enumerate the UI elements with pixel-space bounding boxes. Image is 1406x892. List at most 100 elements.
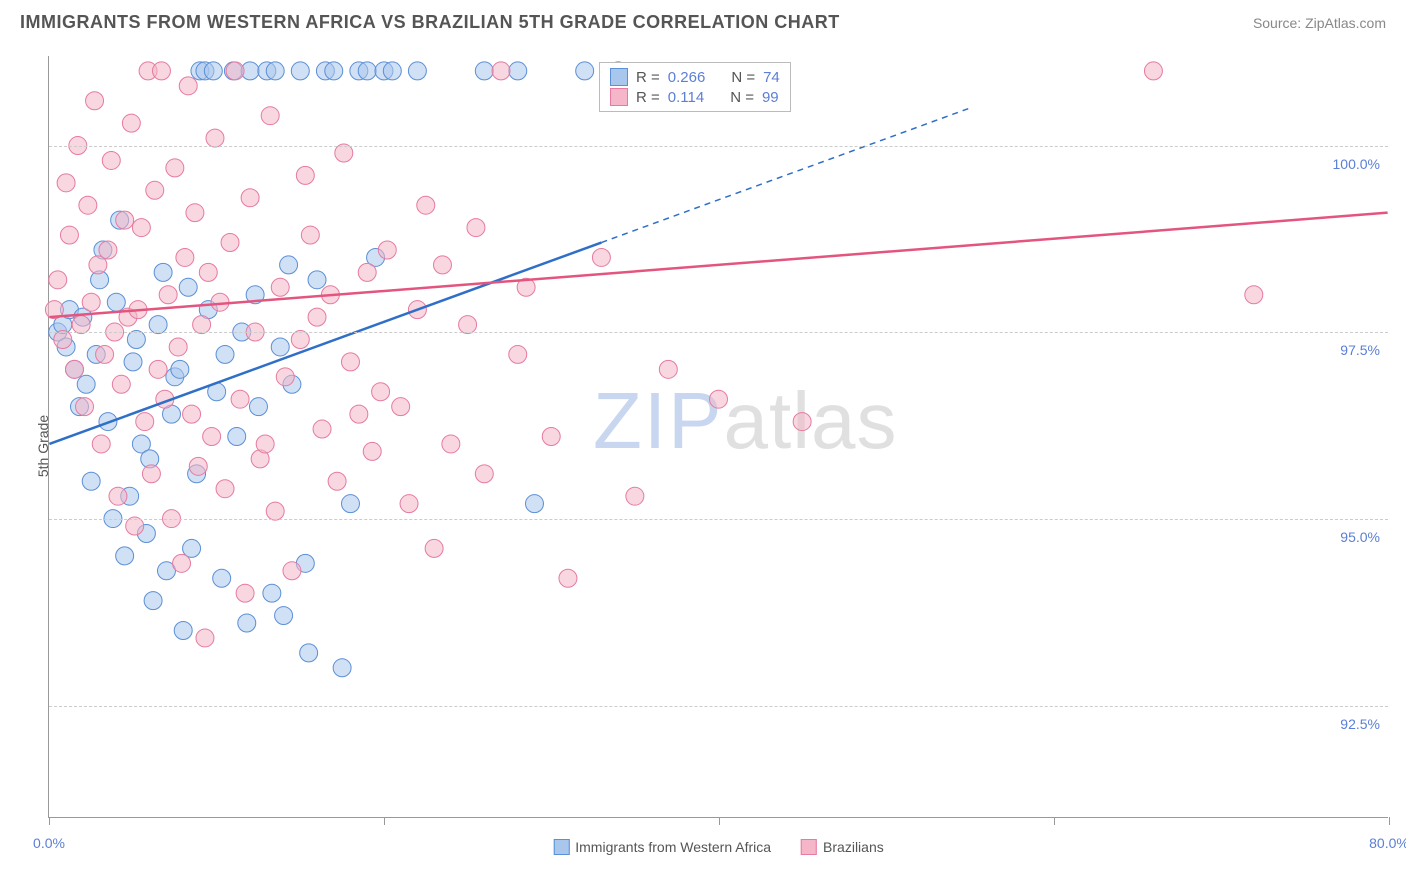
x-tick (1054, 817, 1055, 825)
scatter-point (266, 502, 284, 520)
scatter-point (136, 413, 154, 431)
y-tick-label: 97.5% (1340, 342, 1380, 358)
scatter-point (203, 428, 221, 446)
scatter-point (60, 226, 78, 244)
scatter-point (186, 204, 204, 222)
scatter-point (236, 584, 254, 602)
scatter-point (542, 428, 560, 446)
scatter-point (526, 495, 544, 513)
legend-label: Brazilians (823, 839, 884, 855)
scatter-point (206, 129, 224, 147)
legend-label: Immigrants from Western Africa (575, 839, 771, 855)
stat-r-value: 0.114 (668, 89, 704, 106)
scatter-point (72, 316, 90, 334)
scatter-point (626, 487, 644, 505)
scatter-point (271, 278, 289, 296)
scatter-point (241, 189, 259, 207)
stat-r-label: R = (636, 89, 660, 106)
scatter-point (296, 166, 314, 184)
scatter-point (261, 107, 279, 125)
scatter-point (213, 569, 231, 587)
scatter-point (710, 390, 728, 408)
scatter-point (96, 345, 114, 363)
stat-r-value: 0.266 (668, 69, 706, 86)
scatter-point (76, 398, 94, 416)
regression-line-wa-dash (601, 108, 969, 242)
scatter-point (171, 360, 189, 378)
scatter-point (122, 114, 140, 132)
grid-line (49, 332, 1388, 333)
scatter-point (793, 413, 811, 431)
scatter-point (358, 62, 376, 80)
scatter-point (256, 435, 274, 453)
stat-box: R =0.266N =74R =0.114N =99 (599, 62, 791, 112)
scatter-point (492, 62, 510, 80)
grid-line (49, 706, 1388, 707)
scatter-point (459, 316, 477, 334)
scatter-point (509, 345, 527, 363)
scatter-point (433, 256, 451, 274)
scatter-point (57, 174, 75, 192)
scatter-point (1144, 62, 1162, 80)
scatter-point (400, 495, 418, 513)
scatter-point (183, 405, 201, 423)
scatter-point (124, 353, 142, 371)
scatter-point (102, 151, 120, 169)
plot-svg (49, 56, 1388, 817)
scatter-point (166, 159, 184, 177)
x-tick (1389, 817, 1390, 825)
scatter-point (283, 562, 301, 580)
scatter-point (228, 428, 246, 446)
scatter-point (383, 62, 401, 80)
scatter-point (216, 345, 234, 363)
scatter-point (271, 338, 289, 356)
title-bar: IMMIGRANTS FROM WESTERN AFRICA VS BRAZIL… (0, 0, 1406, 41)
scatter-point (467, 219, 485, 237)
scatter-point (226, 62, 244, 80)
x-tick-label: 80.0% (1369, 835, 1406, 851)
scatter-point (276, 368, 294, 386)
scatter-point (313, 420, 331, 438)
scatter-point (173, 554, 191, 572)
scatter-point (592, 248, 610, 266)
scatter-point (350, 405, 368, 423)
scatter-point (417, 196, 435, 214)
scatter-point (442, 435, 460, 453)
scatter-point (65, 360, 83, 378)
scatter-point (408, 62, 426, 80)
scatter-point (193, 316, 211, 334)
scatter-point (358, 263, 376, 281)
scatter-point (116, 547, 134, 565)
chart-title: IMMIGRANTS FROM WESTERN AFRICA VS BRAZIL… (20, 12, 840, 33)
grid-line (49, 146, 1388, 147)
scatter-point (154, 263, 172, 281)
x-tick (49, 817, 50, 825)
scatter-point (159, 286, 177, 304)
scatter-point (475, 62, 493, 80)
scatter-point (263, 584, 281, 602)
y-tick-label: 92.5% (1340, 716, 1380, 732)
scatter-point (142, 465, 160, 483)
scatter-point (249, 398, 267, 416)
legend-item: Brazilians (801, 839, 884, 855)
y-tick-label: 95.0% (1340, 529, 1380, 545)
scatter-point (132, 219, 150, 237)
scatter-point (196, 629, 214, 647)
scatter-point (325, 62, 343, 80)
scatter-point (231, 390, 249, 408)
scatter-point (425, 539, 443, 557)
stat-swatch (610, 88, 628, 106)
source-label: Source: ZipAtlas.com (1253, 15, 1386, 31)
x-tick-label: 0.0% (33, 835, 65, 851)
regression-line-br (49, 213, 1387, 317)
scatter-point (300, 644, 318, 662)
legend-swatch (801, 839, 817, 855)
scatter-point (199, 263, 217, 281)
scatter-point (275, 607, 293, 625)
legend-bottom: Immigrants from Western Africa Brazilians (553, 839, 884, 855)
scatter-point (99, 241, 117, 259)
scatter-point (49, 271, 67, 289)
scatter-point (363, 442, 381, 460)
scatter-point (86, 92, 104, 110)
scatter-point (146, 181, 164, 199)
